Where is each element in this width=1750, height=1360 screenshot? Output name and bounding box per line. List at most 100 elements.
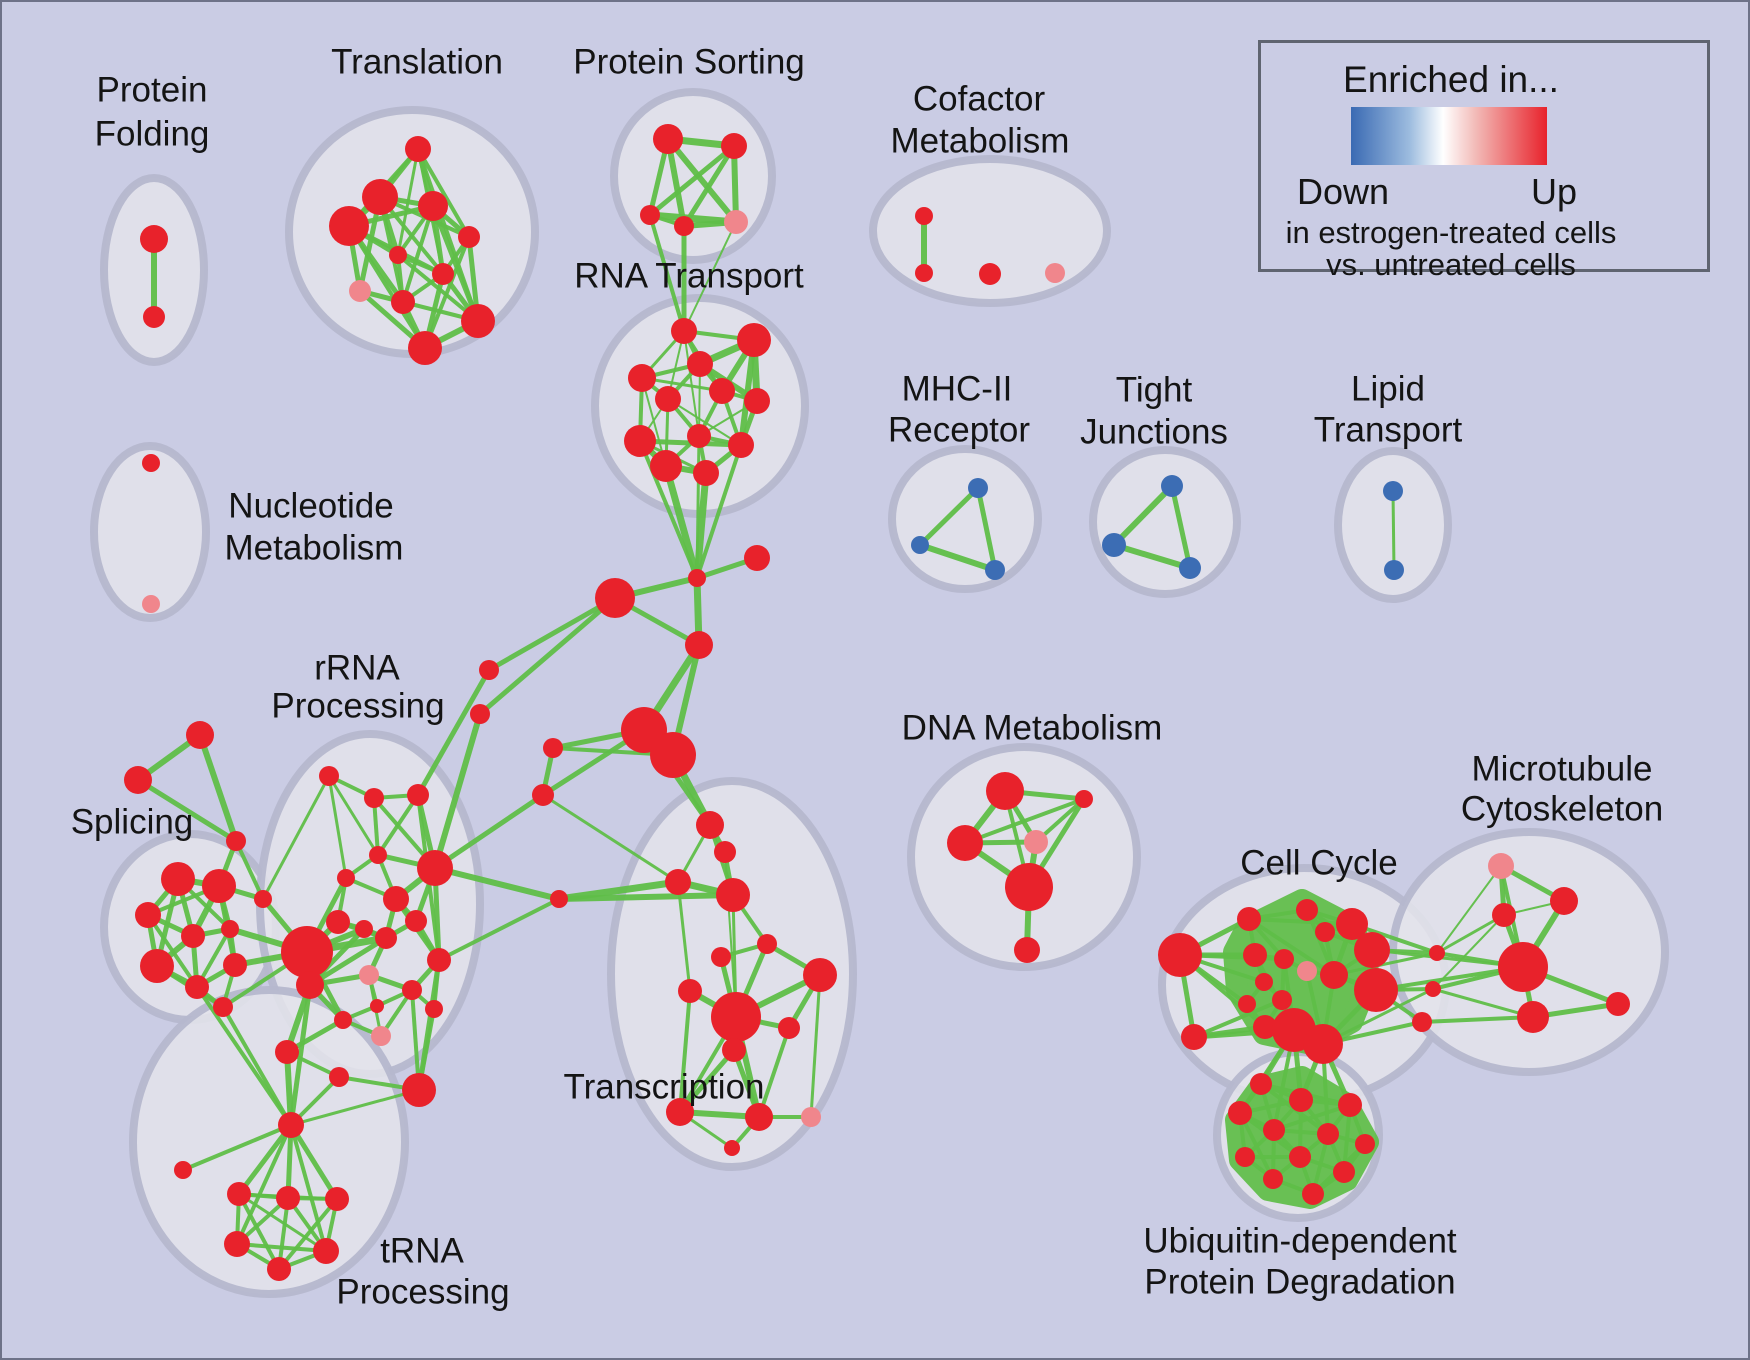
transcription-node-5[interactable] [757, 934, 777, 954]
cell_cycle-node-13[interactable] [1253, 1015, 1277, 1039]
ubiquitin-node-1[interactable] [1289, 1088, 1313, 1112]
cell_cycle-node-8[interactable] [1297, 961, 1317, 981]
nucleotide-node-1[interactable] [142, 595, 160, 613]
splicing-node-0[interactable] [161, 862, 195, 896]
cell_cycle-node-0[interactable] [1158, 933, 1202, 977]
trna-node-0[interactable] [278, 1112, 304, 1138]
transcription-node-4[interactable] [550, 890, 568, 908]
rrna-node-8[interactable] [326, 910, 350, 934]
trna-node-3[interactable] [276, 1186, 300, 1210]
transcription-node-14[interactable] [801, 1107, 821, 1127]
cofactor-node-1[interactable] [915, 264, 933, 282]
splicing-node-4[interactable] [221, 920, 239, 938]
triangle-node-1[interactable] [124, 766, 152, 794]
translation-node-6[interactable] [432, 263, 454, 285]
lipid-node-1[interactable] [1384, 560, 1404, 580]
ubiquitin-node-7[interactable] [1235, 1147, 1255, 1167]
rrna-node-0[interactable] [319, 766, 339, 786]
dna-node-0[interactable] [986, 772, 1024, 810]
cell_cycle-node-5[interactable] [1336, 908, 1368, 940]
ubiquitin-node-10[interactable] [1263, 1169, 1283, 1189]
rna_transport-node-8[interactable] [624, 425, 656, 457]
rrna-node-12[interactable] [296, 971, 324, 999]
ubiquitin-node-0[interactable] [1250, 1073, 1272, 1095]
tight-node-2[interactable] [1179, 557, 1201, 579]
microtubule-node-7[interactable] [1425, 981, 1441, 997]
microtubule-node-6[interactable] [1429, 945, 1445, 961]
transcription-node-11[interactable] [722, 1038, 746, 1062]
translation-node-1[interactable] [362, 179, 398, 215]
connectors-node-1[interactable] [744, 545, 770, 571]
ubiquitin-node-5[interactable] [1317, 1123, 1339, 1145]
dna-node-5[interactable] [1014, 937, 1040, 963]
translation-node-7[interactable] [349, 280, 371, 302]
tight-node-1[interactable] [1102, 533, 1126, 557]
rna_transport-node-7[interactable] [687, 424, 711, 448]
triangle-node-0[interactable] [186, 721, 214, 749]
microtubule-node-2[interactable] [1492, 903, 1516, 927]
splicing-node-8[interactable] [213, 997, 233, 1017]
rrna-node-5[interactable] [417, 850, 453, 886]
rna_transport-node-0[interactable] [671, 318, 697, 344]
cell_cycle-node-1[interactable] [1181, 1024, 1207, 1050]
rrna-node-7[interactable] [405, 910, 427, 932]
translation-node-2[interactable] [418, 191, 448, 221]
rrna-node-13[interactable] [359, 965, 379, 985]
microtubule-node-5[interactable] [1606, 992, 1630, 1016]
transcription-node-8[interactable] [678, 979, 702, 1003]
splicing-node-1[interactable] [202, 869, 236, 903]
ubiquitin-node-6[interactable] [1355, 1134, 1375, 1154]
transcription-node-0[interactable] [696, 811, 724, 839]
cell_cycle-node-3[interactable] [1296, 899, 1318, 921]
microtubule-node-8[interactable] [1412, 1012, 1432, 1032]
cofactor-node-3[interactable] [1045, 263, 1065, 283]
tight-node-0[interactable] [1161, 475, 1183, 497]
cell_cycle-node-10[interactable] [1255, 973, 1273, 991]
connectors-node-2[interactable] [595, 578, 635, 618]
cell_cycle-node-11[interactable] [1272, 990, 1292, 1010]
rna_transport-node-6[interactable] [744, 388, 770, 414]
cofactor-node-0[interactable] [915, 207, 933, 225]
transcription-node-7[interactable] [803, 958, 837, 992]
connectors-node-7[interactable] [532, 784, 554, 806]
ubiquitin-node-9[interactable] [1333, 1161, 1355, 1183]
splicing-node-5[interactable] [140, 949, 174, 983]
connectors-node-9[interactable] [470, 704, 490, 724]
mhc-node-1[interactable] [911, 536, 929, 554]
trna-node-5[interactable] [224, 1231, 250, 1257]
rrna-node-16[interactable] [334, 1011, 352, 1029]
rna_transport-node-4[interactable] [709, 378, 735, 404]
microtubule-node-4[interactable] [1517, 1001, 1549, 1033]
trna-node-8[interactable] [275, 1040, 299, 1064]
splicing-node-6[interactable] [185, 975, 209, 999]
translation-node-10[interactable] [408, 331, 442, 365]
rna_transport-node-2[interactable] [687, 351, 713, 377]
connectors-node-8[interactable] [479, 660, 499, 680]
rna_transport-node-9[interactable] [728, 432, 754, 458]
connectors-node-3[interactable] [685, 631, 713, 659]
translation-node-9[interactable] [461, 304, 495, 338]
ubiquitin-node-4[interactable] [1263, 1119, 1285, 1141]
rrna-node-10[interactable] [375, 927, 397, 949]
translation-node-5[interactable] [389, 246, 407, 264]
ubiquitin-node-11[interactable] [1302, 1183, 1324, 1205]
rna_transport-node-11[interactable] [693, 460, 719, 486]
transcription-node-10[interactable] [778, 1017, 800, 1039]
dna-node-4[interactable] [1005, 863, 1053, 911]
rrna-node-19[interactable] [254, 890, 272, 908]
rrna-node-4[interactable] [337, 869, 355, 887]
trna-node-4[interactable] [325, 1187, 349, 1211]
protein_folding-node-1[interactable] [143, 306, 165, 328]
rna_transport-node-10[interactable] [650, 450, 682, 482]
translation-node-8[interactable] [391, 290, 415, 314]
rna_transport-node-5[interactable] [655, 386, 681, 412]
transcription-node-12[interactable] [666, 1098, 694, 1126]
trna-node-2[interactable] [227, 1182, 251, 1206]
rrna-node-9[interactable] [355, 920, 373, 938]
translation-node-0[interactable] [405, 136, 431, 162]
rrna-node-18[interactable] [370, 999, 384, 1013]
cell_cycle-node-4[interactable] [1315, 922, 1335, 942]
trna-node-1[interactable] [174, 1161, 192, 1179]
cell_cycle-node-9[interactable] [1320, 961, 1348, 989]
transcription-node-1[interactable] [714, 841, 736, 863]
